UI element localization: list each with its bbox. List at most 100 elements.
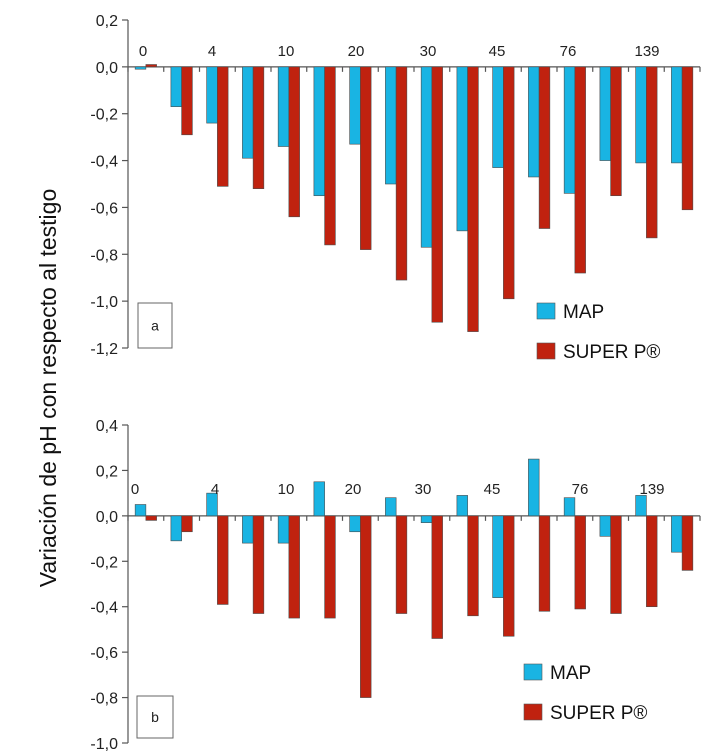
bar-map	[456, 495, 468, 517]
bar-map	[671, 515, 683, 553]
y-tick-label: -1,0	[90, 736, 118, 753]
category-label: 45	[484, 481, 501, 498]
bar-map	[599, 66, 611, 161]
bar-map	[599, 515, 611, 537]
bar-map	[492, 66, 504, 168]
bar-map	[349, 515, 361, 533]
category-label: 20	[345, 481, 362, 498]
y-tick-label: -0,2	[90, 107, 118, 124]
category-label: 139	[639, 481, 664, 498]
legend-label: SUPER P®	[550, 703, 647, 724]
bar-map	[635, 495, 647, 517]
bar-map	[277, 66, 290, 147]
bar-map	[134, 504, 147, 517]
legend-swatch	[536, 342, 556, 360]
bar-super-p	[431, 66, 443, 323]
y-tick-label: 0,4	[96, 418, 118, 435]
category-label: 4	[211, 481, 219, 498]
bar-map	[170, 66, 182, 107]
category-label: 10	[278, 481, 295, 498]
bar-map	[635, 66, 647, 164]
bar-map	[242, 515, 254, 544]
bar-map	[528, 458, 540, 517]
bar-map	[349, 66, 361, 145]
legend-swatch	[523, 703, 543, 721]
legend-label: MAP	[563, 302, 604, 323]
bar-super-p	[252, 66, 265, 189]
y-tick-label: -1,0	[90, 294, 118, 311]
category-label: 76	[560, 43, 577, 60]
bar-map	[385, 497, 397, 517]
bar-map	[492, 515, 504, 598]
bar-map	[456, 66, 468, 232]
category-label: 10	[278, 43, 295, 60]
bar-super-p	[681, 66, 694, 211]
panel-label-box	[136, 695, 174, 739]
bar-map	[528, 66, 540, 178]
bar-super-p	[288, 515, 300, 619]
bar-super-p	[395, 515, 408, 614]
bar-super-p	[503, 66, 515, 300]
bar-super-p	[538, 515, 551, 612]
bar-super-p	[145, 64, 157, 68]
category-label: 139	[634, 43, 659, 60]
bar-super-p	[360, 515, 372, 698]
y-tick-label: -0,6	[90, 645, 118, 662]
bar-super-p	[681, 515, 694, 571]
panel-label-box	[137, 302, 173, 349]
bar-map	[671, 66, 683, 164]
chart-panel-b: 0,4 0,2 0,0 -0,2 -0,4 -0,6 -0,8 -1,0 0 4 10 20 30 45 7…	[90, 418, 701, 753]
bar-super-p	[145, 515, 157, 521]
category-label: 0	[139, 43, 147, 60]
bar-super-p	[181, 515, 193, 533]
category-label: 30	[420, 43, 437, 60]
bar-super-p	[610, 515, 622, 614]
legend-swatch	[523, 663, 543, 681]
bar-super-p	[610, 66, 622, 197]
bar-map	[206, 66, 218, 124]
bar-super-p	[217, 66, 229, 187]
y-tick-label: -0,4	[90, 600, 118, 617]
bar-super-p	[646, 66, 658, 239]
bar-super-p	[574, 66, 586, 274]
bar-map	[563, 66, 576, 194]
bar-map	[206, 492, 218, 517]
y-tick-label: 0,0	[96, 509, 118, 526]
y-tick-label: 0,2	[96, 463, 118, 480]
bar-super-p	[538, 66, 551, 229]
panel-label: b	[151, 709, 159, 725]
y-tick-label: -0,8	[90, 691, 118, 708]
y-tick-label: 0,2	[96, 13, 118, 30]
bar-super-p	[431, 515, 443, 639]
y-tick-label: -0,2	[90, 554, 118, 571]
bar-map	[420, 66, 433, 248]
legend-label: MAP	[550, 663, 591, 684]
category-label: 30	[415, 481, 432, 498]
bar-super-p	[360, 66, 372, 250]
bar-super-p	[467, 66, 479, 332]
y-tick-label: -0,8	[90, 247, 118, 264]
bar-super-p	[252, 515, 265, 614]
bar-map	[420, 515, 433, 523]
y-axis-label: Variación de pH con respecto al testigo	[35, 189, 61, 587]
bar-map	[242, 66, 254, 159]
bar-map	[313, 66, 325, 197]
bar-map	[313, 481, 325, 517]
bar-super-p	[324, 515, 336, 619]
bar-super-p	[646, 515, 658, 608]
y-tick-label: -0,4	[90, 154, 118, 171]
legend-label: SUPER P®	[563, 342, 660, 363]
legend-swatch	[536, 302, 556, 320]
y-tick-label: -0,6	[90, 200, 118, 217]
bar-super-p	[288, 66, 300, 218]
category-label: 20	[348, 43, 365, 60]
bar-map	[134, 66, 147, 70]
bar-super-p	[503, 515, 515, 637]
panel-label: a	[151, 318, 159, 334]
bar-map	[277, 515, 290, 544]
category-label: 4	[208, 43, 216, 60]
bar-super-p	[181, 66, 193, 136]
bar-map	[170, 515, 182, 542]
chart-panel-a: 0,2 0,0 -0,2 -0,4 -0,6 -0,8 -1,0 -1,2 0 4 10 20 30 45…	[90, 13, 701, 363]
category-label: 45	[489, 43, 506, 60]
